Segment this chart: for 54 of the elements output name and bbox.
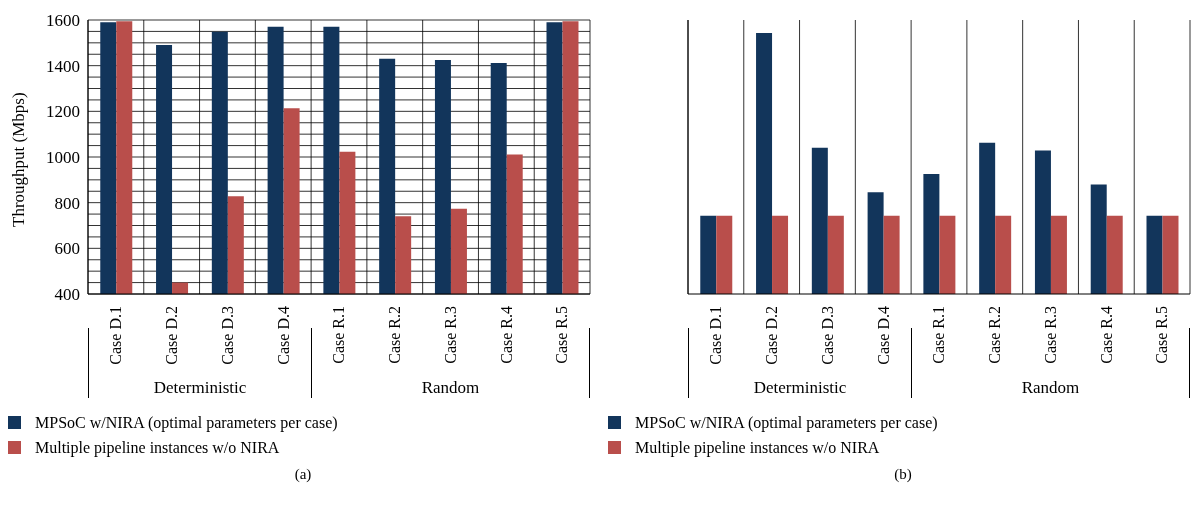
bar [700,215,717,294]
y-tick-label: 1200 [46,102,80,122]
x-tick-label: Case D.1 [707,306,725,365]
x-tick-label: Case R.1 [330,306,348,364]
y-axis-title: Throughput (Mbps) [9,92,29,227]
legend-label: Multiple pipeline instances w/o NIRA [635,438,880,457]
bar [756,33,773,294]
bar [867,192,884,294]
x-tick-label: Case D.2 [763,306,781,365]
text: Deterministic [152,378,248,398]
x-tick-label: Case R.2 [386,306,404,364]
bar [979,142,996,294]
y-tick-label: 800 [54,193,80,213]
x-tick-label: Case R.5 [1153,306,1171,364]
x-tick-label: Case R.4 [1097,306,1115,364]
y-tick-label: 1600 [46,11,80,31]
bar [1162,215,1179,294]
legend-label: MPSoC w/NIRA (optimal parameters per case) [635,413,938,432]
x-tick-label: Case D.1 [107,306,125,365]
x-tick-label: Case R.2 [986,306,1004,364]
text: (b) [893,466,913,483]
legend-label: MPSoC w/NIRA (optimal parameters per case) [35,413,338,432]
text: Deterministic [752,378,848,398]
x-tick-label: Case R.5 [553,306,571,364]
y-tick-label: 1400 [46,56,80,76]
x-tick-label: Case R.1 [930,306,948,364]
x-tick-label: Case R.3 [441,306,459,364]
x-tick-label: Case D.2 [163,306,181,365]
bar [1090,184,1107,294]
text: (a) [293,466,313,483]
bar [923,173,940,294]
x-tick-label: Case R.4 [497,306,515,364]
y-tick-label: 400 [54,285,80,305]
bar [811,147,828,294]
x-tick-label: Case D.4 [274,306,292,365]
bar [1050,215,1067,294]
text: Random [420,378,481,398]
bar [995,215,1012,294]
bar [883,215,900,294]
bar [827,215,844,294]
x-tick-label: Case R.3 [1041,306,1059,364]
bar [939,215,956,294]
bar [1034,150,1051,294]
legend-label: Multiple pipeline instances w/o NIRA [35,438,280,457]
bar [1106,215,1123,294]
x-tick-label: Case D.3 [218,306,236,365]
y-tick-label: 600 [54,239,80,259]
bar [716,215,733,294]
x-tick-label: Case D.3 [818,306,836,365]
bar [772,215,789,294]
x-tick-label: Case D.4 [874,306,892,365]
bar [1146,215,1163,294]
text: Random [1020,378,1081,398]
y-tick-label: 1000 [46,148,80,168]
